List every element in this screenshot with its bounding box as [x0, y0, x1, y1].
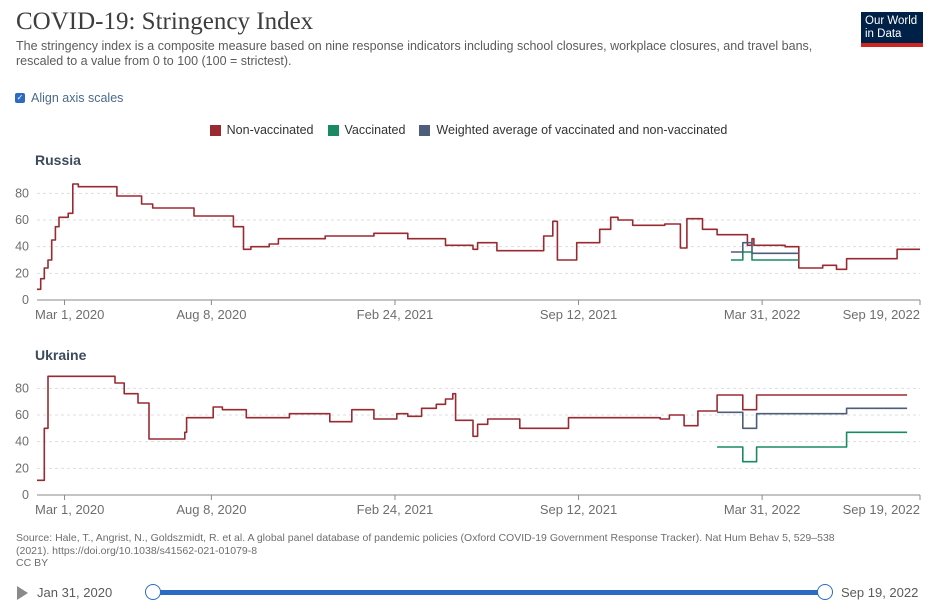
y-tick-label: 40 — [15, 435, 29, 449]
legend-swatch-non-vaccinated — [209, 124, 221, 136]
source-line-2: (2021). https://doi.org/10.1038/s41562-0… — [16, 544, 258, 557]
y-tick-label: 60 — [15, 408, 29, 422]
russia-series-weighted[interactable] — [730, 241, 799, 255]
align-axis-label: Align axis scales — [31, 91, 124, 105]
chart-legend: Non-vaccinated Vaccinated Weighted avera… — [0, 123, 937, 137]
x-tick-label: Feb 24, 2021 — [357, 502, 434, 517]
legend-label-non-vaccinated: Non-vaccinated — [226, 123, 314, 137]
ukraine-chart-title: Ukraine — [35, 347, 87, 363]
x-tick-label: Sep 12, 2021 — [540, 307, 617, 322]
license-label: CC BY — [16, 557, 49, 569]
x-tick-label: Mar 1, 2020 — [35, 307, 104, 322]
owid-logo[interactable]: Our World in Data — [861, 12, 923, 47]
y-tick-label: 20 — [15, 461, 29, 475]
x-tick-label: Sep 19, 2022 — [843, 502, 920, 517]
timeline-end-handle[interactable] — [817, 584, 833, 600]
y-tick-label: 20 — [15, 266, 29, 280]
checkbox-checked-icon[interactable]: ✓ — [15, 93, 25, 103]
y-tick-label: 80 — [15, 381, 29, 395]
x-tick-label: Sep 12, 2021 — [540, 502, 617, 517]
y-tick-label: 0 — [22, 293, 29, 307]
chart-ukraine: Ukraine 0 20 40 60 80 Mar 1, 2020 Aug 8, 2020 Fe… — [15, 347, 921, 517]
timeline-track[interactable] — [153, 590, 825, 595]
legend-label-vaccinated: Vaccinated — [344, 123, 406, 137]
ukraine-series-vaccinated[interactable] — [717, 431, 908, 463]
russia-chart-title: Russia — [35, 152, 81, 168]
legend-swatch-weighted — [419, 124, 431, 136]
x-tick-label: Mar 31, 2022 — [724, 502, 801, 517]
y-tick-label: 80 — [15, 186, 29, 200]
legend-item-weighted[interactable]: Weighted average of vaccinated and non-v… — [419, 123, 727, 137]
ukraine-series-non-vaccinated[interactable] — [37, 375, 908, 482]
logo-line-2: in Data — [865, 28, 902, 40]
timeline-end-label: Sep 19, 2022 — [841, 585, 919, 600]
x-tick-label: Mar 1, 2020 — [35, 502, 104, 517]
x-tick-label: Aug 8, 2020 — [176, 502, 246, 517]
y-tick-label: 40 — [15, 240, 29, 254]
legend-swatch-vaccinated — [327, 124, 339, 136]
play-icon[interactable] — [17, 586, 28, 600]
align-axis-toggle[interactable]: ✓ Align axis scales — [15, 91, 123, 105]
legend-item-non-vaccinated[interactable]: Non-vaccinated — [209, 123, 314, 137]
legend-label-weighted: Weighted average of vaccinated and non-v… — [436, 123, 728, 137]
x-tick-label: Feb 24, 2021 — [357, 307, 434, 322]
timeline-slider[interactable]: Jan 31, 2020 Sep 19, 2022 — [0, 578, 937, 606]
ukraine-series-weighted[interactable] — [717, 407, 908, 430]
russia-series-vaccinated[interactable] — [730, 251, 799, 261]
y-tick-label: 0 — [22, 488, 29, 502]
chart-russia: Russia 0 20 40 60 80 Mar 1, 2020 Aug 8, 2020 Feb… — [15, 152, 921, 322]
timeline-start-handle[interactable] — [145, 584, 161, 600]
x-tick-label: Mar 31, 2022 — [724, 307, 801, 322]
source-note: Source: Hale, T., Angrist, N., Goldszmid… — [16, 532, 896, 570]
logo-line-1: Our World — [865, 15, 918, 27]
y-tick-label: 60 — [15, 213, 29, 227]
x-tick-label: Sep 19, 2022 — [843, 307, 920, 322]
page-title: COVID-19: Stringency Index — [16, 8, 314, 35]
source-line-1: Source: Hale, T., Angrist, N., Goldszmid… — [16, 532, 835, 544]
x-tick-label: Aug 8, 2020 — [176, 307, 246, 322]
timeline-start-label: Jan 31, 2020 — [37, 585, 113, 600]
page-subtitle: The stringency index is a composite meas… — [16, 39, 813, 68]
legend-item-vaccinated[interactable]: Vaccinated — [327, 123, 406, 137]
